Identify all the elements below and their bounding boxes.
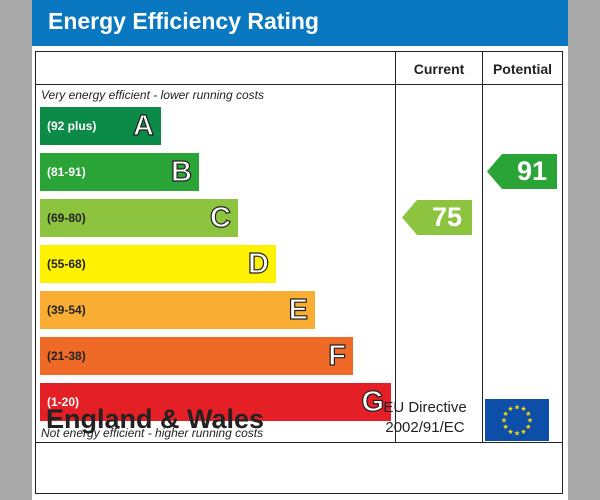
- eu-directive: EU Directive 2002/91/EC: [370, 398, 480, 438]
- eu-star: ★: [525, 423, 531, 431]
- eu-stars: ★★★★★★★★★ ★ ★★: [501, 404, 533, 438]
- band-letter-label: A: [132, 109, 154, 142]
- chart-title: Energy Efficiency Rating: [48, 8, 319, 34]
- eu-star: ★: [520, 428, 526, 436]
- band-a: (92 plus) A: [40, 107, 161, 145]
- potential-arrow-shape: [487, 154, 557, 189]
- band-range-label: (81-91): [47, 165, 86, 179]
- footer-divider: [36, 442, 562, 443]
- eu-flag-icon: ★ ★ ★ ★ ★ ★ ★ ★ ★ ★ ★ ★: [485, 399, 549, 441]
- band-e: (39-54) E: [40, 291, 315, 329]
- potential-column-header: Potential: [492, 61, 553, 77]
- eu-star: ★: [507, 405, 513, 413]
- band-range-label: (21-38): [47, 349, 86, 363]
- eu-star: ★: [520, 405, 526, 413]
- inefficient-note: Not energy efficient - higher running co…: [41, 426, 264, 440]
- eu-directive-line1: EU Directive: [383, 399, 467, 416]
- current-arrow-shape: [402, 200, 472, 235]
- band-b: (81-91) B: [40, 153, 199, 191]
- eu-star: ★: [503, 423, 509, 431]
- rating-table: Current Potential Very energy efficient …: [35, 51, 563, 494]
- band-g: (1-20) G: [40, 383, 391, 421]
- header-divider: [36, 84, 562, 85]
- band-range-label: (1-20): [47, 395, 80, 409]
- eu-directive-line2: 2002/91/EC: [385, 419, 465, 436]
- eu-star: ★: [507, 428, 513, 436]
- current-column-header: Current: [413, 61, 465, 77]
- epc-chart: Energy Efficiency Rating Current Potenti…: [32, 0, 568, 500]
- eu-star: ★: [514, 430, 520, 438]
- band-range-label: (69-80): [47, 211, 86, 225]
- current-rating-value: 75: [431, 202, 462, 232]
- region-label: England & Wales: [46, 404, 265, 434]
- efficient-note: Very energy efficient - lower running co…: [41, 88, 264, 102]
- potential-rating-arrow: 91: [487, 154, 557, 189]
- title-bar: Energy Efficiency Rating: [32, 0, 568, 46]
- eu-star: ★: [527, 417, 533, 425]
- eu-star: ★: [525, 410, 531, 418]
- eu-star: ★: [514, 404, 520, 412]
- band-c: (69-80) C: [40, 199, 238, 237]
- band-f: (21-38) F: [40, 337, 353, 375]
- eu-star: ★: [503, 410, 509, 418]
- band-letter-label: B: [170, 155, 192, 188]
- potential-column-divider: [482, 52, 483, 442]
- current-rating-arrow: 75: [402, 200, 472, 235]
- current-column-divider: [395, 52, 396, 442]
- band-letter-label: E: [288, 293, 309, 326]
- band-letter-label: F: [328, 339, 347, 372]
- band-d: (55-68) D: [40, 245, 276, 283]
- band-range-label: (92 plus): [47, 119, 97, 133]
- eu-star: ★: [501, 417, 507, 425]
- band-range-label: (55-68): [47, 257, 86, 271]
- band-letter-label: G: [361, 385, 385, 418]
- potential-rating-value: 91: [516, 156, 547, 186]
- band-letter-label: C: [209, 201, 231, 234]
- band-letter-label: D: [247, 247, 269, 280]
- band-range-label: (39-54): [47, 303, 86, 317]
